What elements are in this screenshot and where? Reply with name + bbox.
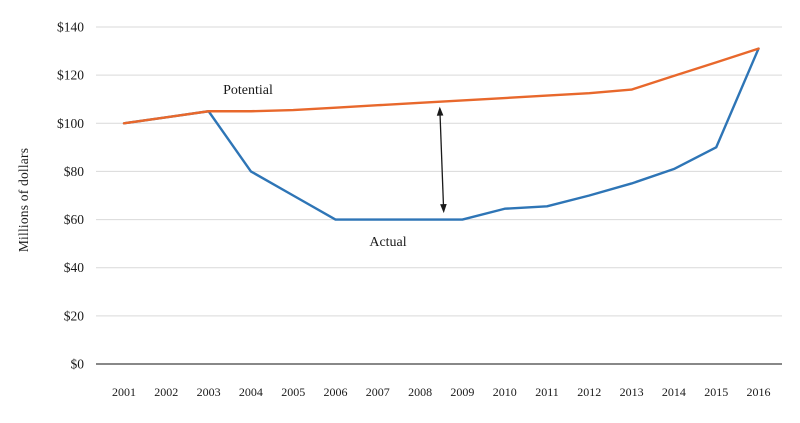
x-tick-label: 2003 [197, 385, 221, 399]
series-line-actual [122, 47, 760, 221]
y-tick-label: $40 [64, 260, 85, 275]
y-axis-title: Millions of dollars [16, 147, 31, 253]
x-tick-label: 2008 [408, 385, 432, 399]
x-tick-label: 2006 [324, 385, 348, 399]
potential-series-label: Potential [223, 83, 273, 98]
x-tick-label: 2007 [366, 385, 390, 399]
y-tick-label: $60 [64, 212, 85, 227]
series-line-potential [122, 47, 760, 125]
x-tick-label: 2013 [620, 385, 644, 399]
gap-arrow-head-up [436, 106, 444, 116]
y-tick-label: $0 [71, 357, 85, 372]
y-tick-label: $120 [57, 68, 84, 83]
x-tick-label: 2009 [450, 385, 474, 399]
actual-series-label: Actual [369, 235, 407, 250]
y-tick-label: $20 [64, 308, 85, 323]
gap-arrow-head-down [440, 203, 447, 214]
x-tick-label: 2002 [154, 385, 178, 399]
x-tick-label: 2010 [493, 385, 517, 399]
x-tick-label: 2014 [662, 385, 686, 399]
y-tick-label: $80 [64, 164, 85, 179]
x-tick-label: 2011 [535, 385, 559, 399]
x-tick-label: 2004 [239, 385, 263, 399]
gap-arrow-shaft [439, 113, 445, 207]
y-tick-label: $100 [57, 116, 84, 131]
x-tick-label: 2012 [577, 385, 601, 399]
x-tick-label: 2015 [704, 385, 728, 399]
x-tick-label: 2005 [281, 385, 305, 399]
x-tick-label: 2001 [112, 385, 136, 399]
x-tick-label: 2016 [747, 385, 771, 399]
y-tick-label: $140 [57, 20, 84, 35]
